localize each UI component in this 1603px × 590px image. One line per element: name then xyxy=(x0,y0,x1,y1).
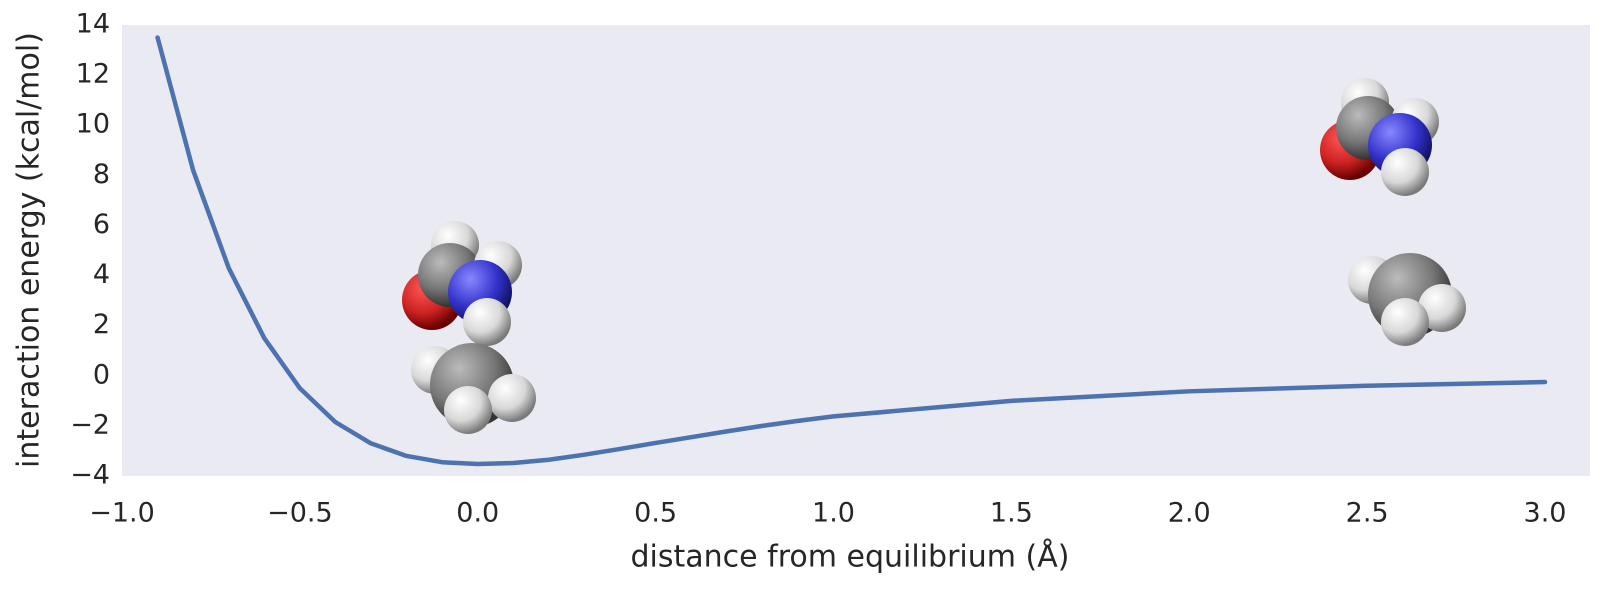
y-tick-label: 14 xyxy=(76,9,110,40)
y-tick-label: 10 xyxy=(76,109,110,140)
y-tick-label: 2 xyxy=(93,309,110,340)
y-tick-label: −4 xyxy=(70,460,110,491)
y-tick-label: 12 xyxy=(76,59,110,90)
chart: distance from equilibrium (Å) interactio… xyxy=(0,0,1603,590)
x-tick-label: −1.0 xyxy=(89,498,155,529)
x-tick-label: 0.5 xyxy=(634,498,677,529)
x-tick-label: 2.5 xyxy=(1346,498,1389,529)
y-tick-label: −2 xyxy=(70,409,110,440)
y-tick-label: 4 xyxy=(93,259,110,290)
y-tick-label: 6 xyxy=(93,209,110,240)
x-tick-label: 2.0 xyxy=(1168,498,1211,529)
x-axis-label: distance from equilibrium (Å) xyxy=(631,539,1070,575)
x-tick-label: −0.5 xyxy=(267,498,333,529)
x-tick-label: 3.0 xyxy=(1524,498,1567,529)
x-tick-label: 1.0 xyxy=(812,498,855,529)
y-tick-label: 8 xyxy=(93,159,110,190)
page: distance from equilibrium (Å) interactio… xyxy=(0,0,1603,590)
y-tick-label: 0 xyxy=(93,359,110,390)
x-tick-label: 0.0 xyxy=(456,498,499,529)
x-tick-label: 1.5 xyxy=(990,498,1033,529)
y-axis-label: interaction energy (kcal/mol) xyxy=(12,32,47,468)
